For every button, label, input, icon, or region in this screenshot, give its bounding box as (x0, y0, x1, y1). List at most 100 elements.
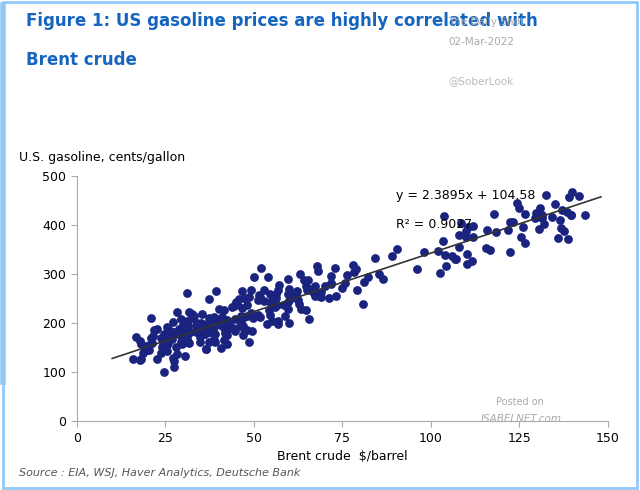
Point (195, 321, 205, 329)
Point (299, 276, 309, 284)
Point (451, 255, 461, 263)
Point (192, 327, 202, 335)
Point (534, 225, 544, 233)
Point (134, 357, 145, 365)
Point (363, 273, 373, 281)
Point (180, 352, 190, 360)
Point (222, 340, 232, 348)
Point (539, 220, 549, 228)
Point (573, 193, 584, 200)
Point (161, 330, 172, 338)
Point (178, 321, 188, 329)
Point (253, 311, 263, 319)
Point (374, 270, 384, 278)
Point (580, 211, 591, 219)
Point (284, 275, 294, 283)
Point (205, 322, 215, 330)
Text: Posted on: Posted on (497, 397, 545, 407)
Point (179, 324, 189, 332)
Point (159, 330, 169, 338)
Point (162, 322, 172, 330)
Point (201, 345, 211, 353)
Point (163, 325, 173, 333)
X-axis label: Brent crude  $/barrel: Brent crude $/barrel (277, 450, 408, 464)
Point (220, 316, 230, 324)
Point (169, 357, 179, 365)
Point (230, 327, 240, 335)
Point (179, 333, 189, 341)
Point (541, 191, 551, 199)
Point (320, 282, 330, 290)
Point (326, 272, 336, 280)
Point (183, 330, 193, 338)
Point (505, 218, 515, 225)
Point (289, 292, 299, 299)
Point (204, 338, 214, 345)
Point (378, 275, 388, 283)
Point (332, 293, 342, 300)
Point (134, 337, 145, 345)
Point (166, 336, 177, 343)
Point (537, 214, 547, 222)
Point (228, 302, 239, 310)
Text: The Daily Shot: The Daily Shot (448, 17, 524, 27)
Point (439, 213, 449, 220)
Point (247, 327, 257, 335)
Point (255, 313, 265, 321)
Point (348, 262, 358, 270)
Text: Brent crude: Brent crude (26, 51, 136, 70)
Point (207, 329, 218, 337)
Point (286, 290, 296, 297)
Point (351, 265, 362, 272)
Point (295, 270, 305, 278)
Point (556, 224, 566, 232)
Point (181, 319, 191, 327)
Point (193, 319, 203, 327)
Point (196, 318, 206, 326)
Point (307, 285, 317, 293)
Text: R² = 0.9027: R² = 0.9027 (396, 218, 472, 231)
Point (463, 223, 473, 231)
Point (312, 262, 322, 270)
Point (255, 294, 265, 301)
Point (280, 312, 290, 320)
Point (481, 244, 492, 252)
Point (518, 223, 529, 231)
Point (202, 345, 212, 353)
Point (461, 227, 471, 235)
Point (141, 346, 152, 354)
Point (237, 331, 248, 339)
Point (195, 338, 205, 346)
Point (163, 339, 173, 347)
Point (168, 328, 178, 336)
Point (534, 204, 545, 212)
Point (296, 305, 306, 313)
Point (274, 281, 284, 289)
Point (208, 325, 218, 333)
Point (259, 286, 269, 294)
Point (159, 368, 170, 376)
Point (292, 287, 302, 295)
Point (359, 278, 369, 286)
Point (227, 304, 237, 312)
Point (505, 248, 515, 256)
Point (197, 327, 207, 335)
Point (264, 298, 275, 306)
Point (191, 326, 202, 334)
Point (508, 218, 518, 226)
Point (456, 220, 466, 227)
Point (520, 210, 531, 218)
Point (553, 234, 563, 242)
Point (185, 328, 195, 336)
Point (513, 204, 524, 212)
Point (262, 273, 273, 281)
Point (239, 325, 250, 333)
Point (330, 264, 340, 272)
Point (204, 314, 214, 321)
Point (308, 289, 318, 296)
Point (177, 331, 187, 339)
Point (248, 273, 259, 281)
Point (284, 318, 294, 326)
Point (148, 332, 159, 340)
Point (326, 279, 337, 287)
